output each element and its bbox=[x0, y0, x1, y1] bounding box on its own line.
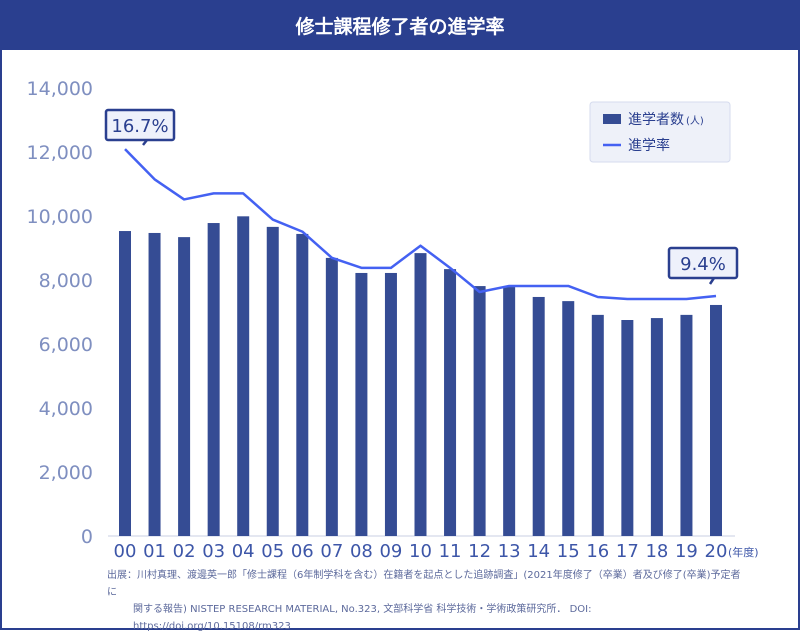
bar-01 bbox=[149, 233, 161, 536]
bar-11 bbox=[444, 269, 456, 536]
x-tick-label: 08 bbox=[350, 541, 373, 562]
x-tick-label: 06 bbox=[291, 541, 314, 562]
x-tick-label: 00 bbox=[114, 541, 137, 562]
y-tick-label: 12,000 bbox=[27, 142, 93, 164]
bar-07 bbox=[326, 258, 338, 536]
y-tick-label: 0 bbox=[81, 526, 93, 548]
legend-bar-unit: (人) bbox=[686, 115, 704, 127]
x-tick-label: 07 bbox=[320, 541, 343, 562]
x-tick-label: 13 bbox=[498, 541, 521, 562]
bar-09 bbox=[385, 273, 397, 536]
x-unit-label: (年度) bbox=[728, 545, 759, 559]
bar-14 bbox=[533, 297, 545, 536]
x-tick-label: 02 bbox=[173, 541, 196, 562]
bar-18 bbox=[651, 318, 663, 536]
legend-bar-swatch bbox=[603, 114, 621, 124]
source-note: 出展：川村真理、渡邊英一郎「修士課程（6年制学科を含む）在籍者を起点とした追跡調… bbox=[107, 567, 747, 635]
x-tick-label: 01 bbox=[143, 541, 166, 562]
y-tick-label: 10,000 bbox=[27, 206, 93, 228]
source-line-1: 出展：川村真理、渡邊英一郎「修士課程（6年制学科を含む）在籍者を起点とした追跡調… bbox=[107, 570, 741, 598]
callout-label: 9.4% bbox=[680, 254, 726, 275]
y-tick-label: 14,000 bbox=[27, 78, 93, 100]
bar-02 bbox=[178, 237, 190, 536]
x-tick-label: 11 bbox=[439, 541, 462, 562]
bar-03 bbox=[208, 223, 220, 536]
y-tick-label: 4,000 bbox=[39, 398, 93, 420]
y-tick-label: 8,000 bbox=[39, 270, 93, 292]
source-line-2: 関する報告) NISTEP RESEARCH MATERIAL, No.323,… bbox=[107, 601, 747, 618]
bar-20 bbox=[710, 305, 722, 536]
source-line-3: https://doi.org/10.15108/rm323 bbox=[107, 618, 747, 635]
x-tick-label: 05 bbox=[261, 541, 284, 562]
callout-20: 9.4% bbox=[669, 248, 737, 284]
bar-10 bbox=[415, 253, 427, 536]
legend-line-label: 進学率 bbox=[628, 137, 670, 154]
x-tick-label: 04 bbox=[232, 541, 255, 562]
bar-06 bbox=[296, 234, 308, 536]
bar-17 bbox=[621, 320, 633, 536]
bar-00 bbox=[119, 231, 131, 536]
y-tick-label: 6,000 bbox=[39, 334, 93, 356]
x-tick-label: 20 bbox=[705, 541, 728, 562]
x-tick-label: 09 bbox=[379, 541, 402, 562]
callout-label: 16.7% bbox=[111, 116, 168, 137]
x-tick-label: 03 bbox=[202, 541, 225, 562]
bar-08 bbox=[355, 273, 367, 536]
legend: 進学者数(人) 進学率 bbox=[590, 102, 730, 162]
bar-19 bbox=[680, 315, 692, 536]
y-tick-label: 2,000 bbox=[39, 462, 93, 484]
x-tick-label: 18 bbox=[645, 541, 668, 562]
x-tick-label: 19 bbox=[675, 541, 698, 562]
x-tick-label: 14 bbox=[527, 541, 550, 562]
x-tick-label: 10 bbox=[409, 541, 432, 562]
bar-13 bbox=[503, 287, 515, 536]
bar-05 bbox=[267, 227, 279, 536]
x-tick-label: 12 bbox=[468, 541, 491, 562]
bar-12 bbox=[474, 286, 486, 536]
callout-00: 16.7% bbox=[106, 110, 174, 145]
bar-16 bbox=[592, 315, 604, 536]
bar-15 bbox=[562, 301, 574, 536]
bar-04 bbox=[237, 216, 249, 536]
legend-bar-label: 進学者数 bbox=[628, 112, 684, 128]
x-tick-label: 15 bbox=[557, 541, 580, 562]
x-tick-label: 16 bbox=[586, 541, 609, 562]
x-tick-label: 17 bbox=[616, 541, 639, 562]
